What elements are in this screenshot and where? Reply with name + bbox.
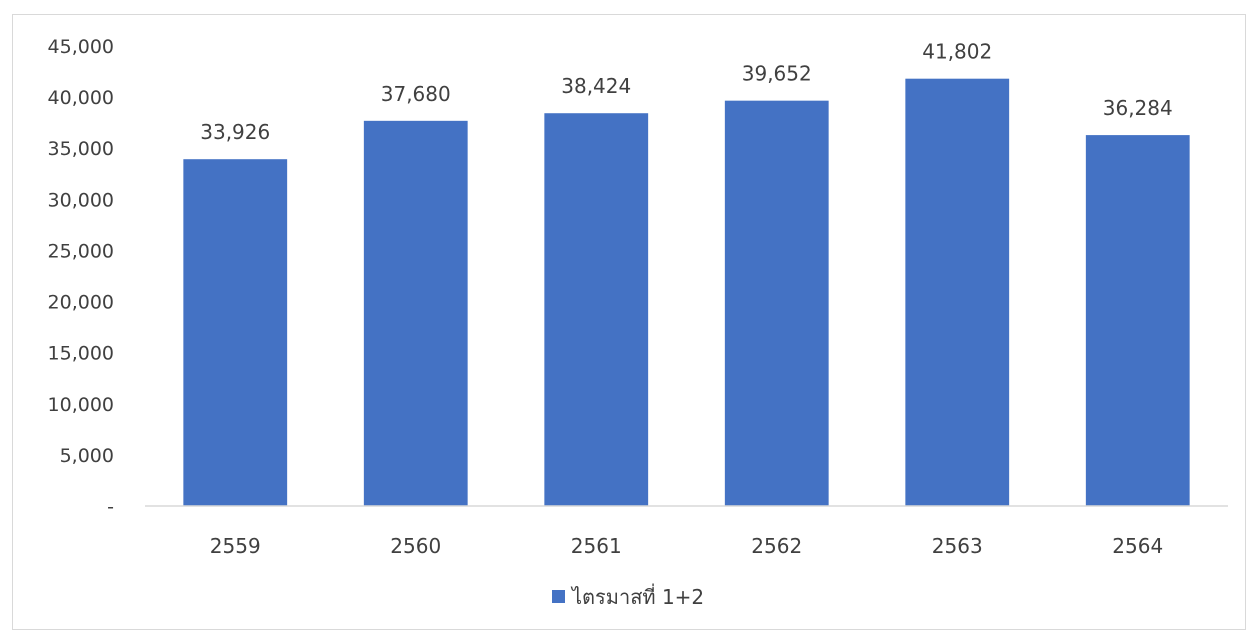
x-tick-label: 2561 <box>571 534 622 558</box>
y-tick-label: 15,000 <box>48 343 114 365</box>
y-tick-label: 20,000 <box>48 292 114 314</box>
bar <box>905 79 1009 506</box>
legend: ไตรมาสที่ 1+2 <box>552 583 704 609</box>
y-tick-label: 40,000 <box>48 87 114 109</box>
data-label: 36,284 <box>1103 96 1173 120</box>
y-tick-label: - <box>107 496 114 518</box>
x-tick-label: 2559 <box>210 534 261 558</box>
y-tick-label: 30,000 <box>48 189 114 211</box>
y-tick-label: 10,000 <box>48 394 114 416</box>
x-tick-label: 2562 <box>751 534 802 558</box>
y-tick-label: 45,000 <box>48 36 114 58</box>
x-axis: 2559 2560 2561 2562 2563 2564 <box>145 506 1228 558</box>
bars: 33,926 37,680 38,424 39,652 41,802 36,284 <box>183 40 1189 506</box>
data-label: 39,652 <box>742 62 812 86</box>
data-label: 37,680 <box>381 82 451 106</box>
y-tick-label: 5,000 <box>60 445 114 467</box>
bar <box>725 101 829 506</box>
bar <box>1086 135 1190 506</box>
x-tick-label: 2560 <box>390 534 441 558</box>
data-label: 33,926 <box>200 120 270 144</box>
y-tick-label: 25,000 <box>48 240 114 262</box>
data-label: 41,802 <box>922 40 992 64</box>
data-label: 38,424 <box>561 74 631 98</box>
bar <box>364 121 468 506</box>
legend-swatch <box>552 590 565 603</box>
y-axis: - 5,000 10,000 15,000 20,000 25,000 30,000 35,0… <box>48 36 114 518</box>
x-tick-label: 2563 <box>932 534 983 558</box>
bar <box>544 113 648 506</box>
bar <box>183 159 287 506</box>
legend-label: ไตรมาสที่ 1+2 <box>570 583 704 609</box>
y-tick-label: 35,000 <box>48 138 114 160</box>
x-tick-label: 2564 <box>1112 534 1163 558</box>
